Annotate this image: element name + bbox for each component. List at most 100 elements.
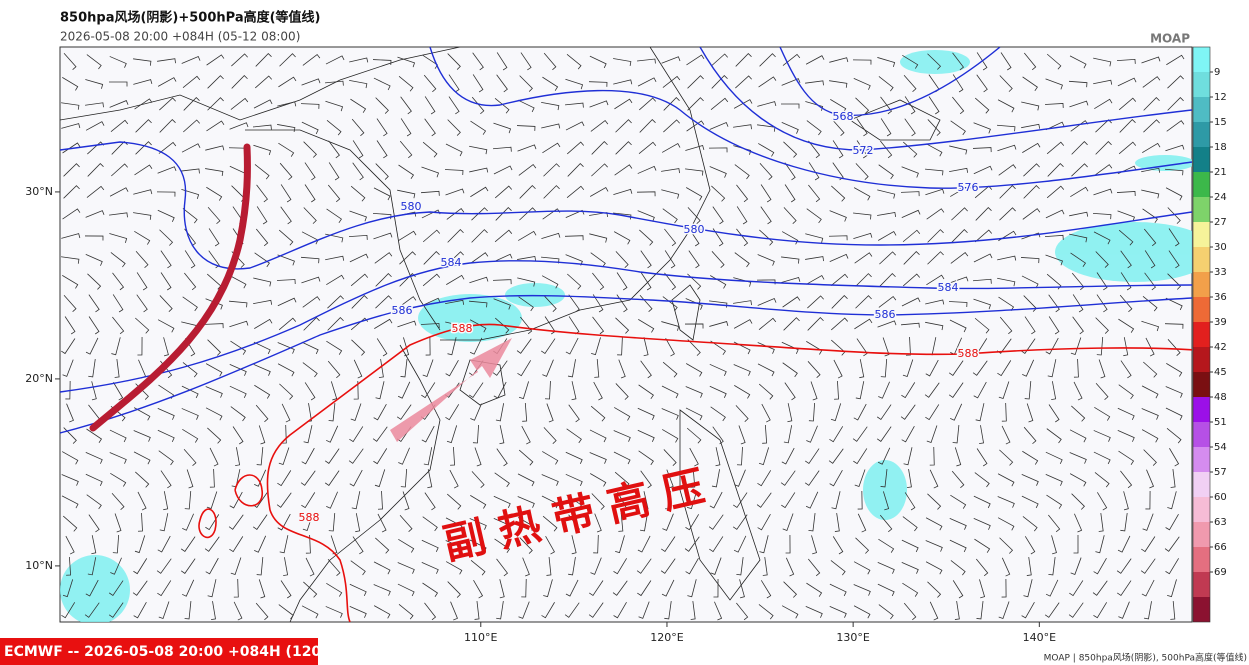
wind-barb — [590, 557, 602, 575]
wind-barb — [157, 535, 171, 553]
wind-barb — [613, 451, 631, 465]
wind-barb — [447, 581, 461, 598]
colorbar-cell — [1193, 147, 1210, 172]
wind-barb — [781, 492, 796, 509]
wind-barb — [421, 425, 435, 443]
title: 850hpa风场(阴影)+500hPa高度(等值线) — [60, 10, 320, 26]
wind-barb — [1096, 336, 1104, 356]
wind-barb — [1045, 579, 1059, 597]
wind-barb — [614, 471, 630, 488]
wind-barb — [63, 427, 77, 444]
wind-barb — [807, 317, 824, 331]
wind-barb — [157, 580, 172, 597]
wind-barb — [733, 535, 747, 553]
wind-barb — [855, 97, 870, 114]
wind-barb — [112, 294, 124, 313]
wind-barb — [301, 78, 321, 86]
wind-barb — [901, 539, 919, 553]
wind-barb — [1141, 579, 1155, 597]
wind-barb — [805, 256, 824, 262]
wind-barb — [733, 99, 753, 109]
wind-barb — [782, 513, 794, 531]
colorbar-cell — [1193, 172, 1210, 197]
wind-barb — [1092, 212, 1112, 220]
wind-barb — [830, 99, 847, 113]
wind-barb — [163, 491, 169, 511]
wind-barb — [588, 81, 608, 87]
wind-barb — [712, 206, 724, 225]
wind-barb — [61, 338, 76, 355]
wind-barb — [1142, 142, 1161, 153]
wind-barb — [709, 536, 724, 553]
wind-barb — [735, 405, 749, 422]
colorbar: 9 12 15 18 21 24 27 30 33 36 39 42 45 48 51 54 57 60 63 66 6… — [1192, 46, 1227, 623]
wind-barb — [736, 184, 749, 203]
wind-barb — [856, 338, 868, 357]
wind-barb — [1021, 101, 1040, 111]
wind-barb — [1120, 470, 1133, 489]
wind-barb — [256, 206, 268, 225]
wind-barb — [710, 97, 729, 110]
wind-barb — [66, 556, 72, 576]
wind-barb — [1051, 381, 1057, 401]
wind-barb — [206, 491, 218, 510]
wind-barb — [350, 273, 369, 287]
wind-barb — [110, 472, 127, 487]
wind-barb — [110, 252, 126, 268]
wind-barb — [615, 141, 632, 155]
wind-barb — [951, 470, 965, 489]
contour-labels: 568 572 576 580 580 584 584 586 586 588 588 588 — [297, 109, 980, 526]
wind-barb — [63, 185, 80, 199]
colorbar-cell — [1193, 447, 1210, 472]
wind-barb — [157, 429, 175, 443]
wind-barb — [760, 184, 772, 203]
wind-barb — [472, 74, 484, 93]
wind-barb — [613, 212, 632, 220]
lon-tick-label: 120°E — [650, 631, 683, 644]
wind-barb — [446, 425, 458, 444]
wind-barb — [975, 403, 985, 422]
wind-barb — [925, 561, 943, 575]
wind-barb — [757, 363, 775, 377]
wind-barb — [542, 142, 561, 154]
wind-barb — [805, 55, 825, 65]
lat-tick-label: 20°N — [25, 372, 53, 385]
wind-barb — [684, 536, 700, 552]
wind-barb — [1095, 141, 1112, 155]
wind-barb — [613, 79, 633, 85]
wind-barb — [615, 119, 632, 133]
wind-barb — [1167, 75, 1184, 89]
colorbar-label: 36 — [1214, 292, 1227, 303]
wind-barb — [517, 473, 535, 487]
wind-barb — [109, 233, 128, 243]
contour-label: 588 — [958, 347, 979, 360]
wind-barb — [903, 250, 920, 265]
wind-barb — [1142, 513, 1154, 531]
wind-barb — [84, 602, 100, 618]
wind-barb — [160, 250, 172, 269]
wind-barb — [277, 124, 296, 133]
wind-barb — [974, 538, 991, 553]
wind-barb — [1093, 558, 1107, 575]
wind-barb — [374, 318, 393, 329]
wind-barb — [111, 140, 128, 155]
wind-barb — [805, 233, 824, 243]
wind-shading — [60, 50, 1192, 622]
wind-barb — [1022, 450, 1039, 465]
wind-barb — [134, 98, 153, 110]
wind-barb — [854, 318, 873, 330]
wind-barb — [494, 317, 510, 334]
wind-barb — [759, 535, 769, 554]
wind-barb — [305, 557, 315, 577]
wind-barb — [494, 472, 510, 488]
wind-barb — [1023, 52, 1037, 71]
wind-barb — [757, 342, 775, 354]
wind-barb — [1020, 338, 1036, 354]
wind-barb — [927, 229, 944, 243]
wind-barb — [398, 230, 417, 242]
wind-barb — [85, 79, 104, 89]
wind-barb — [396, 404, 412, 420]
lat-tick-label: 10°N — [25, 559, 53, 572]
wind-barb — [207, 427, 222, 444]
wind-barb — [135, 250, 149, 269]
